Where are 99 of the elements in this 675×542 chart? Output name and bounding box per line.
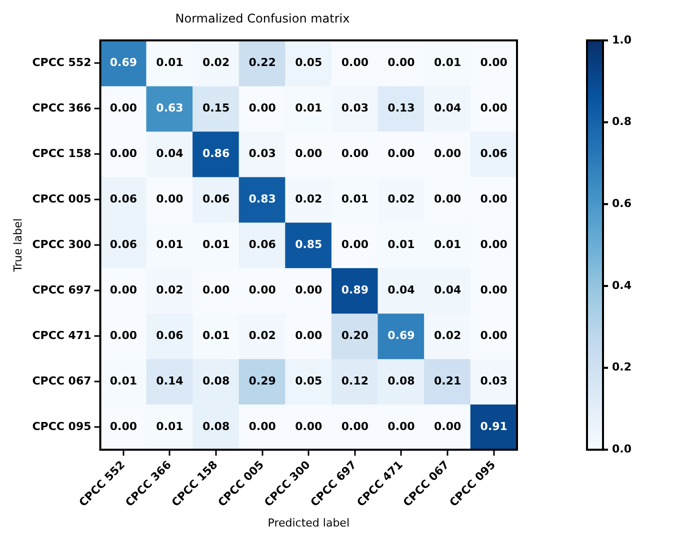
color-bar-label: 0.2 bbox=[612, 360, 632, 374]
data-label: 0.00 bbox=[295, 328, 323, 342]
data-label: 0.00 bbox=[480, 328, 508, 342]
data-label: 0.06 bbox=[202, 192, 230, 206]
color-bar-label: 1.0 bbox=[612, 33, 632, 46]
data-label: 0.12 bbox=[341, 374, 369, 388]
data-label: 0.69 bbox=[110, 56, 137, 69]
data-label: 0.00 bbox=[295, 420, 323, 433]
data-label: 0.00 bbox=[480, 101, 508, 114]
data-label: 0.89 bbox=[341, 283, 369, 296]
color-bar-label: 0.8 bbox=[612, 115, 632, 128]
data-label: 0.15 bbox=[202, 101, 230, 114]
data-label: 0.08 bbox=[388, 374, 415, 388]
data-label: 0.02 bbox=[156, 283, 184, 296]
data-label: 0.00 bbox=[480, 56, 508, 69]
data-label: 0.01 bbox=[156, 56, 184, 69]
x-axis-title: Predicted label bbox=[268, 516, 350, 530]
data-label: 0.01 bbox=[110, 374, 137, 388]
data-label: 0.01 bbox=[156, 420, 184, 433]
data-label: 0.00 bbox=[341, 56, 369, 69]
data-label: 0.05 bbox=[295, 56, 322, 69]
data-label: 0.02 bbox=[388, 192, 415, 206]
y-tick-label: CPCC 300 bbox=[32, 238, 92, 251]
data-label: 0.00 bbox=[295, 283, 323, 296]
y-tick-label: CPCC 005 bbox=[32, 192, 92, 206]
data-label: 0.00 bbox=[156, 192, 184, 206]
data-label: 0.91 bbox=[480, 420, 508, 433]
color-bar-label: 0.0 bbox=[612, 442, 632, 456]
data-label: 0.01 bbox=[434, 238, 462, 251]
data-label: 0.00 bbox=[110, 420, 138, 433]
data-label: 0.00 bbox=[341, 146, 369, 160]
data-label: 0.00 bbox=[434, 146, 462, 160]
data-label: 0.04 bbox=[434, 101, 462, 114]
chart-title: Normalized Confusion matrix bbox=[175, 11, 350, 26]
data-label: 0.22 bbox=[248, 56, 276, 69]
data-label: 0.06 bbox=[156, 328, 184, 342]
color-bar-label: 0.4 bbox=[612, 278, 632, 292]
data-label: 0.00 bbox=[110, 146, 138, 160]
data-label: 0.01 bbox=[295, 101, 322, 114]
y-axis-title: True label bbox=[11, 218, 24, 273]
data-label: 0.03 bbox=[480, 374, 508, 388]
data-label: 0.01 bbox=[202, 238, 230, 251]
data-label: 0.00 bbox=[341, 238, 369, 251]
data-label: 0.00 bbox=[248, 101, 276, 114]
y-tick-label: CPCC 095 bbox=[32, 420, 92, 433]
data-label: 0.03 bbox=[248, 146, 276, 160]
data-label: 0.00 bbox=[248, 420, 276, 433]
data-label: 0.00 bbox=[434, 420, 462, 433]
data-label: 0.00 bbox=[388, 146, 416, 160]
data-label: 0.00 bbox=[341, 420, 369, 433]
data-label: 0.08 bbox=[202, 420, 230, 433]
y-tick-label: CPCC 552 bbox=[32, 56, 92, 69]
y-tick-label: CPCC 366 bbox=[32, 101, 92, 114]
data-label: 0.00 bbox=[202, 283, 230, 296]
data-label: 0.00 bbox=[434, 192, 462, 206]
data-label: 0.05 bbox=[295, 374, 322, 388]
data-label: 0.06 bbox=[110, 238, 138, 251]
data-label: 0.04 bbox=[156, 146, 184, 160]
data-label: 0.29 bbox=[248, 374, 276, 388]
data-label: 0.00 bbox=[110, 101, 138, 114]
y-tick-label: CPCC 471 bbox=[32, 328, 92, 342]
data-label: 0.01 bbox=[388, 238, 415, 251]
y-tick-label: CPCC 158 bbox=[32, 146, 92, 160]
data-label: 0.00 bbox=[110, 328, 138, 342]
data-label: 0.14 bbox=[156, 374, 184, 388]
data-label: 0.00 bbox=[480, 283, 508, 296]
data-label: 0.06 bbox=[480, 146, 508, 160]
y-tick-label: CPCC 067 bbox=[32, 374, 92, 388]
data-label: 0.13 bbox=[388, 101, 415, 114]
data-label: 0.00 bbox=[480, 238, 508, 251]
data-label: 0.00 bbox=[388, 56, 416, 69]
data-label: 0.02 bbox=[248, 328, 276, 342]
data-label: 0.08 bbox=[202, 374, 230, 388]
color-bar-label: 0.6 bbox=[612, 196, 632, 210]
data-label: 0.01 bbox=[156, 238, 184, 251]
data-label: 0.01 bbox=[341, 192, 369, 206]
data-label: 0.69 bbox=[388, 328, 415, 342]
data-label: 0.00 bbox=[295, 146, 323, 160]
data-label: 0.00 bbox=[388, 420, 416, 433]
data-label: 0.00 bbox=[480, 192, 508, 206]
data-label: 0.06 bbox=[248, 238, 276, 251]
data-label: 0.85 bbox=[295, 238, 322, 251]
data-label: 0.01 bbox=[434, 56, 462, 69]
data-label: 0.01 bbox=[202, 328, 230, 342]
data-label: 0.86 bbox=[202, 146, 230, 160]
y-tick-label: CPCC 697 bbox=[32, 283, 92, 296]
data-label: 0.02 bbox=[295, 192, 322, 206]
data-label: 0.02 bbox=[434, 328, 462, 342]
data-label: 0.04 bbox=[388, 283, 416, 296]
data-label: 0.02 bbox=[202, 56, 230, 69]
data-label: 0.63 bbox=[156, 101, 184, 114]
data-label: 0.04 bbox=[434, 283, 462, 296]
data-label: 0.00 bbox=[248, 283, 276, 296]
data-label: 0.00 bbox=[110, 283, 138, 296]
data-label: 0.21 bbox=[434, 374, 462, 388]
data-label: 0.20 bbox=[341, 328, 369, 342]
data-label: 0.06 bbox=[110, 192, 138, 206]
data-label: 0.83 bbox=[248, 192, 276, 206]
data-label: 0.03 bbox=[341, 101, 369, 114]
